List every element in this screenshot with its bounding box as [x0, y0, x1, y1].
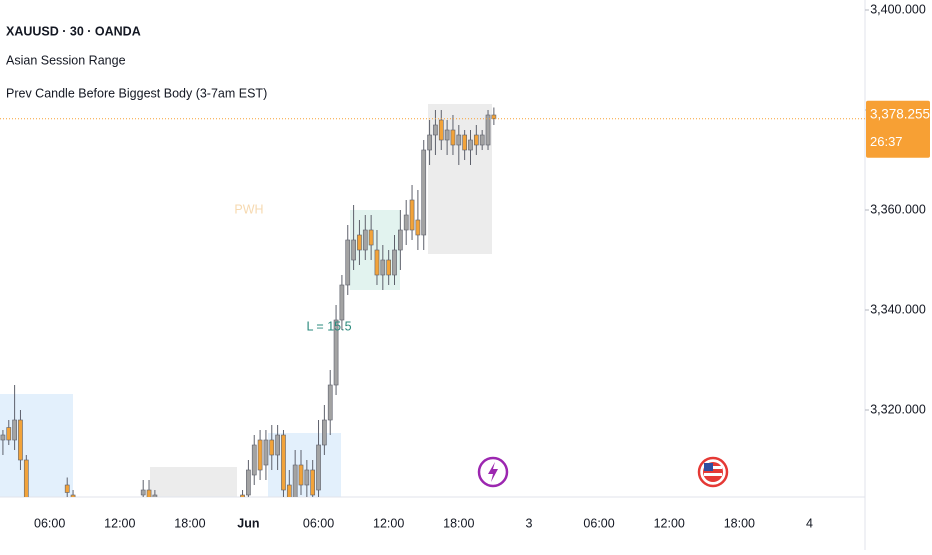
session-boxes [0, 104, 492, 497]
symbol-legend: XAUUSD · 30 · OANDA [6, 24, 141, 38]
x-tick-label: 12:00 [373, 516, 404, 530]
x-tick-label: 18:00 [443, 516, 474, 530]
candle-body [23, 459, 29, 497]
range-label: L = 15.5 [306, 319, 351, 333]
x-tick-label: 12:00 [104, 516, 135, 530]
pwh-label: PWH [234, 202, 263, 216]
candle-body [298, 464, 304, 486]
candle-body [281, 434, 286, 491]
candle-body [450, 129, 456, 146]
candle-body [380, 259, 386, 276]
candle-body [444, 129, 450, 141]
price-tag [866, 100, 930, 158]
candle-body [269, 439, 275, 456]
y-tick-label: 3,340.000 [870, 302, 926, 316]
candle-body [251, 444, 257, 476]
session-box [428, 104, 492, 254]
x-tick-label: 06:00 [34, 516, 65, 530]
candle-body [386, 259, 392, 276]
candle-body [263, 439, 269, 466]
y-tick-label: 3,320.000 [870, 402, 926, 416]
candle-body [485, 114, 491, 146]
candle-body [398, 229, 403, 251]
candle-body [473, 134, 479, 146]
candle-body [368, 229, 374, 246]
candle-body [275, 434, 280, 456]
candle-body [415, 219, 421, 236]
candle-body [409, 199, 415, 231]
x-tick-label: 18:00 [724, 516, 755, 530]
candle-body [310, 469, 316, 496]
countdown-label: 26:37 [870, 134, 903, 149]
candle-body [246, 469, 251, 496]
candle-body [339, 284, 345, 321]
candle-body [403, 214, 409, 231]
last-price-label: 3,378.255 [870, 106, 930, 121]
candle-body [64, 484, 70, 493]
candle-body [327, 384, 333, 421]
candle-body [240, 494, 245, 497]
candle-body [421, 149, 427, 236]
event-icon[interactable] [697, 456, 729, 488]
candle-body [374, 249, 380, 276]
candle-body [257, 439, 263, 471]
x-tick-label: 4 [806, 516, 813, 530]
candle-body [462, 134, 467, 151]
candle-body [70, 494, 76, 497]
candle-body [12, 419, 17, 441]
candle-body [292, 464, 298, 497]
candle-body [304, 469, 310, 486]
candle-body [357, 234, 362, 251]
y-tick-label: 3,400.000 [870, 2, 926, 16]
x-tick-label: 06:00 [583, 516, 614, 530]
x-tick-label: 06:00 [303, 516, 334, 530]
candle-body [392, 249, 397, 276]
indicator-legend: Asian Session Range [6, 53, 126, 67]
candle-body [0, 434, 6, 441]
candle-body [18, 419, 23, 461]
candle-body [322, 419, 327, 446]
candle-body [345, 239, 351, 286]
candle-body [146, 489, 152, 497]
event-icon[interactable] [477, 456, 509, 488]
candle-body [140, 489, 146, 496]
y-tick-label: 3,360.000 [870, 202, 926, 216]
candles [0, 107, 497, 497]
candle-body [316, 444, 321, 491]
candle-body [479, 134, 485, 146]
candle-body [6, 427, 12, 441]
candle-body [427, 134, 432, 151]
candle-body [456, 134, 462, 146]
x-tick-label: 3 [525, 516, 532, 530]
candle-body [491, 114, 497, 120]
session-box [268, 433, 341, 497]
candle-body [286, 484, 292, 497]
session-box [0, 394, 73, 497]
candle-body [152, 494, 158, 497]
x-tick-label: 18:00 [174, 516, 205, 530]
indicator-legend: Prev Candle Before Biggest Body (3-7am E… [6, 86, 267, 100]
x-tick-label: 12:00 [654, 516, 685, 530]
candle-body [351, 239, 356, 261]
candle-body [433, 124, 438, 136]
session-box [150, 467, 237, 497]
candle-body [468, 139, 473, 151]
candle-body [362, 229, 368, 251]
candle-body [438, 119, 444, 141]
candle-body [333, 319, 339, 386]
x-tick-label: Jun [237, 516, 259, 530]
